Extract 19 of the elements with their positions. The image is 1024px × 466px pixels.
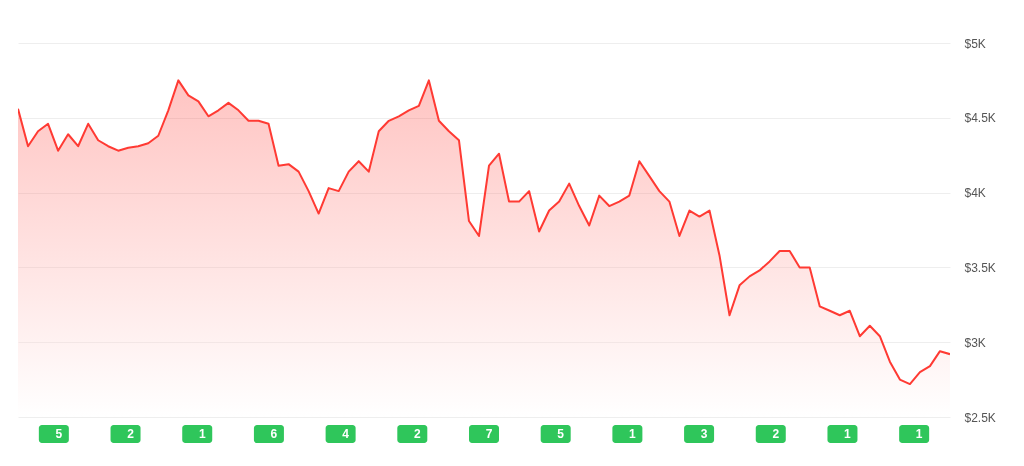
text: 7 (485, 427, 493, 441)
y-tick-label: $4K (964, 186, 986, 201)
y-tick-label: $4.5K (964, 111, 996, 126)
text: 5 (557, 427, 565, 441)
text: 3 (700, 427, 708, 441)
y-tick-label: $3.5K (964, 260, 996, 275)
text: 1 (844, 427, 852, 441)
text: 2 (413, 427, 421, 441)
y-tick-label: $5K (964, 36, 986, 51)
y-tick-label: $3K (964, 335, 986, 350)
text: 1 (198, 427, 206, 441)
text: 2 (772, 427, 780, 441)
text: 1 (915, 427, 923, 441)
text: 5 (55, 427, 63, 441)
text: 4 (342, 427, 350, 441)
y-tick-label: $2.5K (964, 410, 996, 425)
text: 6 (270, 427, 278, 441)
text: 2 (127, 427, 135, 441)
text: 1 (629, 427, 637, 441)
